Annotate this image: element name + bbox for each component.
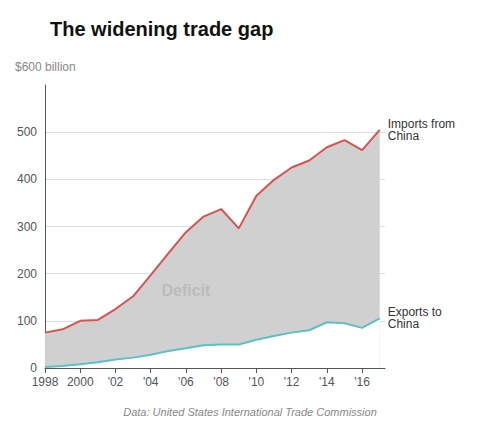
svg-text:'14: '14 <box>319 375 335 389</box>
svg-text:400: 400 <box>17 172 37 186</box>
svg-text:0: 0 <box>30 361 37 375</box>
svg-text:300: 300 <box>17 220 37 234</box>
svg-text:Imports from: Imports from <box>387 116 456 131</box>
svg-text:The widening trade gap: The widening trade gap <box>50 18 273 40</box>
svg-text:500: 500 <box>17 125 37 139</box>
svg-text:1998: 1998 <box>32 375 59 389</box>
svg-text:'02: '02 <box>108 375 124 389</box>
svg-text:2000: 2000 <box>67 375 94 389</box>
svg-text:'06: '06 <box>178 375 194 389</box>
svg-text:China: China <box>388 129 420 143</box>
svg-text:'04: '04 <box>143 375 159 389</box>
svg-text:100: 100 <box>17 314 37 328</box>
svg-text:'12: '12 <box>284 375 300 389</box>
svg-text:'10: '10 <box>249 375 265 389</box>
svg-text:Exports to: Exports to <box>387 305 442 320</box>
svg-text:Deficit: Deficit <box>161 282 211 299</box>
svg-text:Data: United States Internatio: Data: United States International Trade … <box>123 406 377 418</box>
svg-text:$600 billion: $600 billion <box>15 60 76 74</box>
svg-text:'16: '16 <box>354 375 370 389</box>
svg-text:China: China <box>388 317 420 331</box>
svg-text:'08: '08 <box>213 375 229 389</box>
svg-text:200: 200 <box>17 267 37 281</box>
